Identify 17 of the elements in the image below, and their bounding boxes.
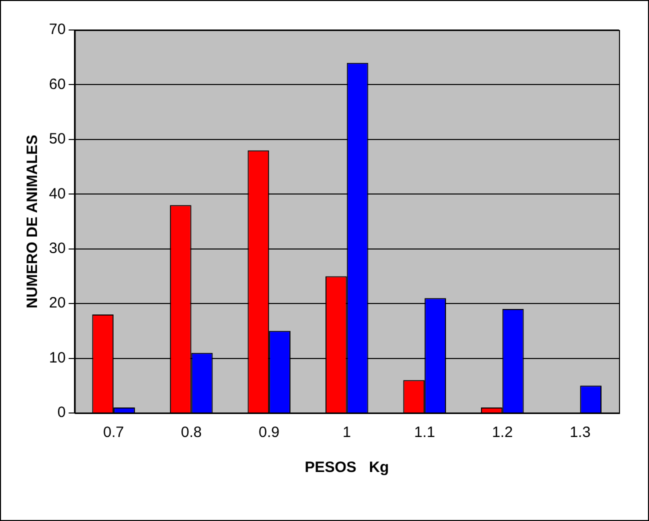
x-tick-label: 1.3: [570, 424, 591, 442]
y-tick-label: 0: [57, 404, 66, 422]
y-tick-label: 60: [48, 76, 66, 93]
x-tick-label: 0.9: [258, 424, 280, 442]
y-tick-label: 50: [48, 130, 66, 148]
x-axis-title: PESOS Kg: [304, 459, 389, 476]
x-tick-label: 1.1: [414, 424, 436, 442]
y-axis-title: NUMERO DE ANIMALES: [24, 134, 42, 308]
x-tick-label: 1: [342, 424, 352, 442]
x-tick-label: 1.2: [492, 424, 513, 442]
x-tick-label: 0.8: [180, 424, 202, 442]
y-tick-label: 10: [48, 349, 66, 366]
x-tick-label: 0.7: [103, 424, 124, 442]
y-tick-label: 20: [48, 294, 66, 312]
y-tick-label: 70: [48, 21, 66, 38]
y-tick-label: 40: [48, 185, 66, 202]
y-tick-label: 30: [48, 240, 66, 257]
